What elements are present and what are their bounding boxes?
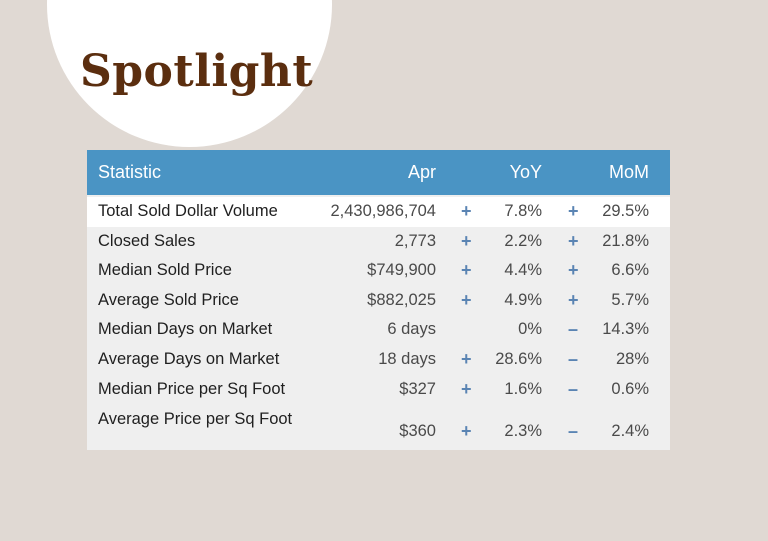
yoy-value: 2.3% xyxy=(504,422,542,441)
mom-sign: – xyxy=(568,319,579,340)
page-title: Spotlight xyxy=(80,46,314,97)
yoy-sign: + xyxy=(461,348,472,369)
mom-sign: + xyxy=(568,230,579,251)
header-statistic: Statistic xyxy=(98,162,162,182)
statistics-table: Statistic Apr YoY MoM Total Sold Dollar … xyxy=(87,150,670,451)
yoy-sign: + xyxy=(461,230,472,251)
mom-value: 2.4% xyxy=(611,422,649,441)
row-label: Average Price per Sq Foot xyxy=(98,410,293,429)
table-row: Average Sold Price $882,025 + 4.9% + 5.7… xyxy=(87,286,670,316)
mom-value: 5.7% xyxy=(611,290,649,309)
row-label: Median Price per Sq Foot xyxy=(98,379,286,398)
yoy-value: 1.6% xyxy=(504,379,542,398)
yoy-sign: + xyxy=(461,260,472,281)
mom-sign: – xyxy=(568,421,579,442)
yoy-value: 0% xyxy=(518,320,542,339)
table-row: Average Price per Sq Foot $360 + 2.3% – … xyxy=(87,404,670,450)
apr-value: 6 days xyxy=(387,320,436,339)
table-row: Median Sold Price $749,900 + 4.4% + 6.6% xyxy=(87,256,670,286)
mom-value: 29.5% xyxy=(602,202,649,220)
yoy-value: 4.9% xyxy=(504,290,542,309)
apr-value: 2,430,986,704 xyxy=(330,202,436,220)
apr-value: $327 xyxy=(399,379,436,398)
header-apr: Apr xyxy=(407,162,436,182)
mom-value: 0.6% xyxy=(611,379,649,398)
yoy-sign: + xyxy=(461,201,472,221)
apr-value: 2,773 xyxy=(394,231,436,250)
yoy-sign: + xyxy=(461,378,472,399)
mom-value: 6.6% xyxy=(611,261,649,280)
row-label: Closed Sales xyxy=(98,231,196,250)
mom-sign: – xyxy=(568,348,579,369)
row-label: Median Sold Price xyxy=(98,261,232,280)
table-row: Average Days on Market 18 days + 28.6% –… xyxy=(87,345,670,375)
apr-value: 18 days xyxy=(378,349,436,368)
table-row: Closed Sales 2,773 + 2.2% + 21.8% xyxy=(87,227,670,257)
apr-value: $360 xyxy=(399,422,436,441)
row-label: Average Sold Price xyxy=(98,290,239,309)
mom-sign: – xyxy=(568,378,579,399)
table-header: Statistic Apr YoY MoM xyxy=(87,150,670,195)
mom-value: 21.8% xyxy=(602,231,649,250)
mom-sign: + xyxy=(568,289,579,310)
table-row: Median Price per Sq Foot $327 + 1.6% – 0… xyxy=(87,375,670,405)
table-row: Total Sold Dollar Volume 2,430,986,704 +… xyxy=(87,197,670,227)
yoy-value: 28.6% xyxy=(495,349,542,368)
row-label: Average Days on Market xyxy=(98,349,280,368)
table-row: Median Days on Market 6 days 0% – 14.3% xyxy=(87,315,670,345)
yoy-sign: + xyxy=(461,289,472,310)
header-mom: MoM xyxy=(609,162,649,182)
row-label: Total Sold Dollar Volume xyxy=(98,202,278,220)
header-yoy: YoY xyxy=(509,162,542,182)
mom-sign: + xyxy=(568,201,579,221)
yoy-sign: + xyxy=(461,421,472,442)
yoy-value: 7.8% xyxy=(504,202,542,220)
apr-value: $749,900 xyxy=(367,261,436,280)
yoy-value: 4.4% xyxy=(504,261,542,280)
mom-value: 14.3% xyxy=(602,320,649,339)
yoy-value: 2.2% xyxy=(504,231,542,250)
apr-value: $882,025 xyxy=(367,290,436,309)
mom-value: 28% xyxy=(615,349,649,368)
mom-sign: + xyxy=(568,260,579,281)
row-label: Median Days on Market xyxy=(98,320,273,339)
